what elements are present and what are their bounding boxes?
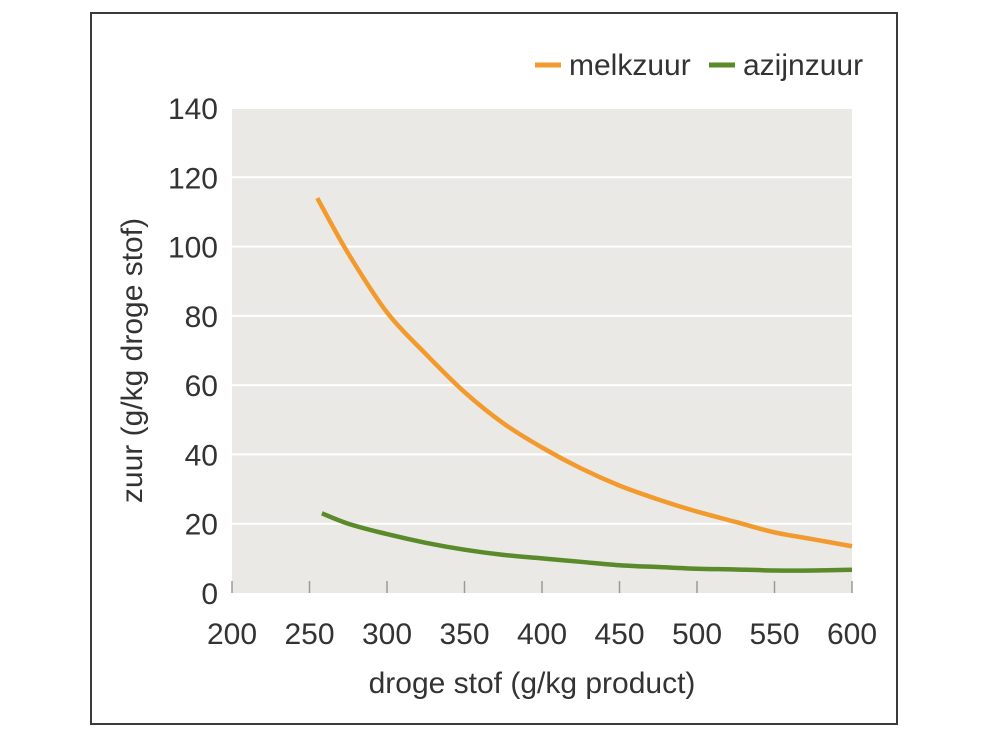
x-tick-label: 550 [749,618,799,651]
x-tick-label: 400 [517,618,567,651]
x-tick-label: 300 [362,618,412,651]
x-tick-label: 350 [439,618,489,651]
y-tick-label: 0 [201,578,218,611]
series-line-melkzuur [315,196,853,549]
chart-svg: 0 20 40 60 80 100 120 140 200 250 300 350 400 450 500 5… [116,49,877,700]
y-tick-label: 20 [185,509,218,542]
grid-lines [232,107,852,525]
legend-label-azijnzuur: azijnzuur [743,49,863,82]
y-axis-title: zuur (g/kg droge stof) [116,218,149,503]
chart-frame: 0 20 40 60 80 100 120 140 200 250 300 350 400 450 500 5… [90,12,898,725]
x-tick-label: 600 [827,618,877,651]
y-tick-label: 40 [185,439,218,472]
axes: 0 20 40 60 80 100 120 140 200 250 300 350 400 450 500 5… [168,93,877,651]
legend-label-melkzuur: melkzuur [569,49,691,82]
plot-background [232,108,852,593]
series-lines [315,196,853,573]
x-tick-label: 500 [672,618,722,651]
x-tick-label: 450 [594,618,644,651]
y-tick-label: 80 [185,301,218,334]
x-axis-title: droge stof (g/kg product) [369,667,696,700]
y-tick-label: 60 [185,370,218,403]
y-tick-label: 100 [168,232,218,265]
legend: melkzuur azijnzuur [535,49,863,82]
series-line-azijnzuur [321,511,853,573]
y-tick-label: 140 [168,93,218,126]
y-tick-label: 120 [168,162,218,195]
x-tick-label: 250 [284,618,334,651]
x-tick-label: 200 [207,618,257,651]
